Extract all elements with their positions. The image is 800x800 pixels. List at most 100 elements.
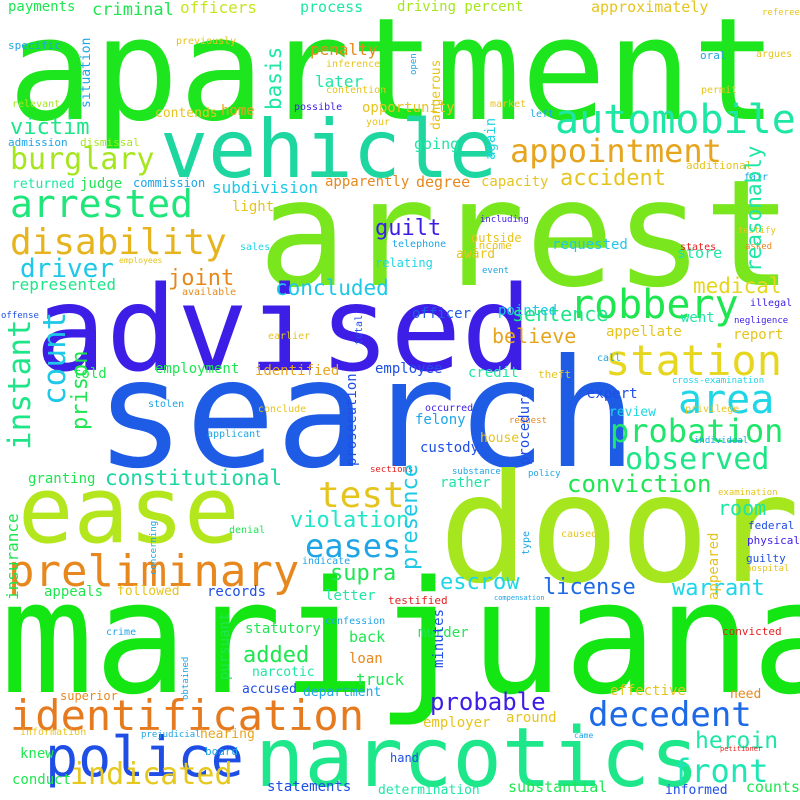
cloud-word: presence <box>398 464 423 570</box>
cloud-word: including <box>480 215 529 225</box>
cloud-word: commission <box>133 176 206 190</box>
cloud-word: murder <box>418 625 469 641</box>
cloud-word: test <box>318 475 405 516</box>
cloud-word: obtained <box>181 656 191 700</box>
cloud-word: automobile <box>555 97 796 143</box>
cloud-word: probable <box>430 688 546 716</box>
cloud-word: testify <box>738 226 776 236</box>
cloud-word: penalty <box>310 40 378 59</box>
cloud-word: truck <box>356 670 405 689</box>
cloud-word: officers <box>180 0 258 17</box>
cloud-word: narcotics <box>255 711 700 800</box>
cloud-word: examination <box>718 488 778 498</box>
cloud-word: felony <box>415 412 466 428</box>
cloud-word: judge <box>80 176 123 192</box>
cloud-word: dangerous <box>429 59 444 130</box>
cloud-word: previously <box>176 36 237 47</box>
cloud-word: narcotic <box>252 665 315 680</box>
cloud-word: vehicle <box>160 103 498 196</box>
cloud-word: front <box>672 752 769 790</box>
cloud-word: relevant <box>12 99 61 110</box>
cloud-word: light <box>232 199 275 215</box>
cloud-word: referee <box>762 8 800 18</box>
cloud-word: probation <box>610 412 784 450</box>
cloud-word: inference <box>326 59 381 70</box>
cloud-word: knew <box>20 746 54 762</box>
cloud-word: hospital <box>746 564 790 574</box>
cloud-word: police <box>45 725 244 789</box>
cloud-word: relating <box>375 256 433 270</box>
cloud-word: review <box>609 405 656 420</box>
cloud-word: apartment <box>8 0 778 153</box>
cloud-word: observed <box>625 442 770 477</box>
cloud-word: accused <box>242 682 297 697</box>
cloud-word: believe <box>492 324 577 348</box>
cloud-word: store <box>677 244 723 262</box>
cloud-word: area <box>678 377 775 423</box>
cloud-word: left <box>530 109 555 120</box>
cloud-word: escrow <box>440 570 520 595</box>
cloud-word: violation <box>290 508 410 533</box>
cloud-word: individual <box>694 436 749 446</box>
cloud-word: preliminary <box>8 546 300 597</box>
cloud-word: award <box>456 247 496 262</box>
cloud-word: counts <box>745 778 800 796</box>
cloud-word: argues <box>756 49 793 60</box>
cloud-word: asked <box>745 242 773 252</box>
cloud-word: room <box>718 496 767 520</box>
cloud-word: license <box>543 575 636 600</box>
cloud-word: procedure <box>517 389 533 465</box>
cloud-word: search <box>95 328 637 502</box>
cloud-word: added <box>243 643 310 668</box>
cloud-word: caused <box>561 529 598 540</box>
cloud-word: constitutional <box>105 466 283 490</box>
cloud-word: available <box>182 287 237 298</box>
cloud-word: sections <box>370 465 414 475</box>
cloud-word: event <box>482 266 510 276</box>
cloud-word: income <box>472 239 512 252</box>
cloud-word: apparently <box>325 174 410 190</box>
cloud-word: appeared <box>706 532 722 600</box>
cloud-word: arrest <box>258 148 793 320</box>
cloud-word: conduct <box>12 772 72 788</box>
cloud-word: heroin <box>695 728 779 754</box>
cloud-word: appellate <box>606 324 682 340</box>
cloud-word: went <box>681 310 715 326</box>
cloud-word: need <box>730 687 762 702</box>
cloud-word: superior <box>60 689 118 703</box>
cloud-word: rather <box>440 475 491 491</box>
cloud-word: door <box>438 443 800 617</box>
cloud-word: applicant <box>207 429 262 440</box>
cloud-word: capacity <box>481 174 549 190</box>
cloud-word: opportunity <box>362 100 455 116</box>
cloud-word: told <box>73 366 107 382</box>
cloud-word: degree <box>416 173 471 191</box>
cloud-word: criminal <box>92 0 174 20</box>
cloud-word: open <box>409 53 419 75</box>
cloud-word: fair <box>744 172 769 183</box>
cloud-word: earlier <box>268 331 311 342</box>
cloud-word: hearing <box>200 727 255 742</box>
cloud-word: appointment <box>510 132 722 170</box>
cloud-word: subdivision <box>212 178 318 197</box>
cloud-word: warrant <box>672 576 765 601</box>
cloud-word: employee <box>375 361 443 377</box>
cloud-word: concluded <box>275 276 389 300</box>
cloud-word: dismissal <box>80 136 140 149</box>
cloud-word: eases <box>305 527 402 565</box>
cloud-word: employer <box>423 715 491 731</box>
cloud-word: victim <box>10 115 90 140</box>
cloud-word: minutes <box>431 608 447 668</box>
cloud-word: conviction <box>567 470 712 498</box>
cloud-word: total <box>354 314 365 345</box>
cloud-word: process <box>300 0 364 16</box>
cloud-word: approximately <box>591 0 709 16</box>
cloud-word: followed <box>117 584 180 599</box>
cloud-word: station <box>605 336 783 385</box>
cloud-word: oral <box>700 49 727 62</box>
cloud-word: federal <box>748 519 795 532</box>
cloud-word: possible <box>294 102 343 113</box>
cloud-word: situation <box>79 37 94 108</box>
cloud-word: employment <box>155 361 240 377</box>
